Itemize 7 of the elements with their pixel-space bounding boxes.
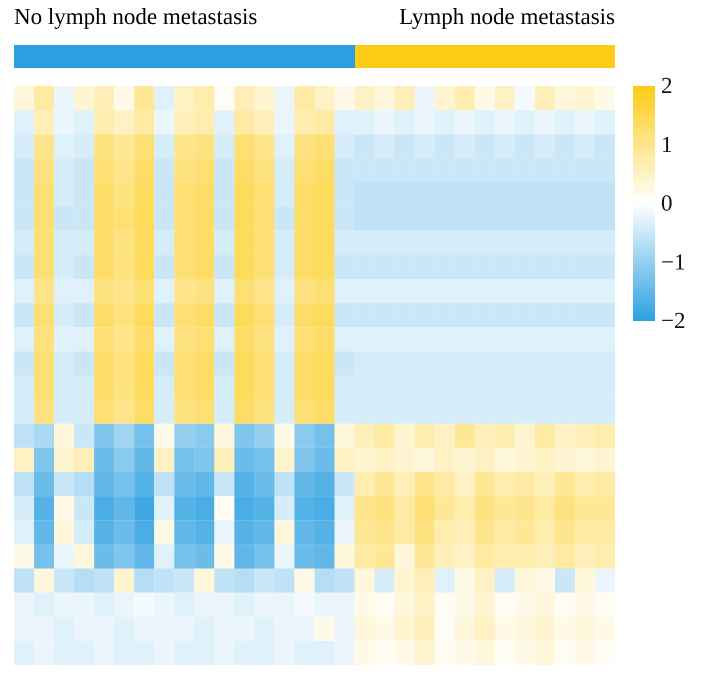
color-bar-label: −2 — [661, 308, 686, 333]
text: Lymph node metastasis — [399, 4, 615, 30]
color-bar-label: 0 — [661, 190, 672, 216]
color-bar-label: 2 — [661, 73, 672, 98]
color-bar-label: 1 — [661, 132, 672, 157]
color-bar-label: −1 — [661, 249, 686, 274]
text: No lymph node metastasis — [14, 4, 258, 30]
